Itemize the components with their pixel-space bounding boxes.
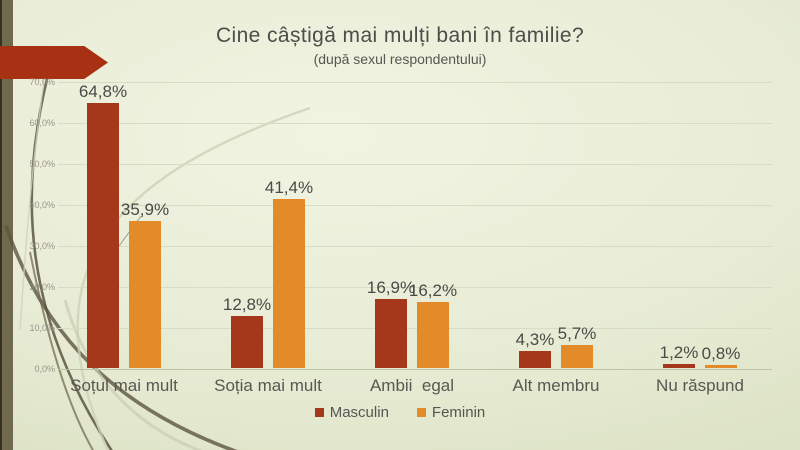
y-axis-tick-label: 20,0% (29, 281, 55, 292)
gridline (58, 245, 772, 247)
y-axis-tick-label: 70,0% (29, 76, 55, 87)
y-axis-tick-label: 60,0% (29, 117, 55, 128)
gridline (58, 204, 772, 206)
legend-swatch-icon (314, 408, 324, 417)
data-label-masculin-4: 1,2% (659, 342, 699, 362)
data-label-feminin-4: 0,8% (701, 344, 741, 364)
y-axis-tick-label: 40,0% (29, 199, 55, 210)
gridline (58, 163, 772, 165)
gridline (58, 327, 772, 329)
legend-label: Feminin (431, 404, 486, 421)
bar-feminin-2 (417, 302, 449, 369)
category-label-4: Nu răspund (656, 376, 744, 395)
bar-masculin-1 (231, 316, 263, 369)
gridline (58, 81, 772, 83)
data-label-feminin-0: 35,9% (120, 200, 170, 220)
legend-swatch-icon (416, 408, 426, 417)
bar-feminin-0 (129, 221, 161, 369)
gridline (58, 122, 772, 124)
left-accent-band (2, 0, 13, 450)
y-axis-tick-label: 50,0% (29, 158, 55, 169)
bar-masculin-0 (87, 102, 119, 369)
x-axis-line (58, 368, 772, 370)
bar-feminin-4 (705, 365, 737, 369)
legend-item-masculin: Masculin (314, 404, 389, 421)
legend-label: Masculin (329, 404, 389, 421)
slide-subtitle: (după sexul respondentului) (313, 51, 487, 67)
data-label-feminin-2: 16,2% (408, 281, 458, 301)
bar-feminin-3 (561, 345, 593, 369)
bar-masculin-4 (663, 363, 695, 369)
category-label-1: Soția mai mult (214, 376, 322, 395)
bar-feminin-1 (273, 198, 305, 369)
legend-item-feminin: Feminin (416, 404, 486, 421)
data-label-feminin-3: 5,7% (557, 324, 597, 344)
category-label-3: Alt membru (512, 376, 600, 395)
y-axis-tick-label: 0,0% (34, 363, 55, 374)
category-label-2: Ambii egal (369, 376, 455, 395)
y-axis-tick-label: 10,0% (29, 322, 55, 333)
chart-legend: Masculin Feminin (0, 404, 800, 421)
bar-masculin-2 (375, 299, 407, 369)
bar-masculin-3 (519, 350, 551, 369)
gridline (58, 286, 772, 288)
y-axis-tick-label: 30,0% (29, 240, 55, 251)
slide-header: Cine câștigă mai mulți bani în familie? … (0, 24, 800, 67)
data-label-masculin-3: 4,3% (515, 329, 555, 349)
data-label-masculin-0: 64,8% (78, 81, 128, 101)
left-edge-line (0, 0, 2, 450)
data-label-feminin-1: 41,4% (264, 177, 314, 197)
slide-title: Cine câștigă mai mulți bani în familie? (215, 24, 585, 47)
data-label-masculin-2: 16,9% (366, 278, 416, 298)
category-label-0: Soțul mai mult (70, 376, 178, 395)
